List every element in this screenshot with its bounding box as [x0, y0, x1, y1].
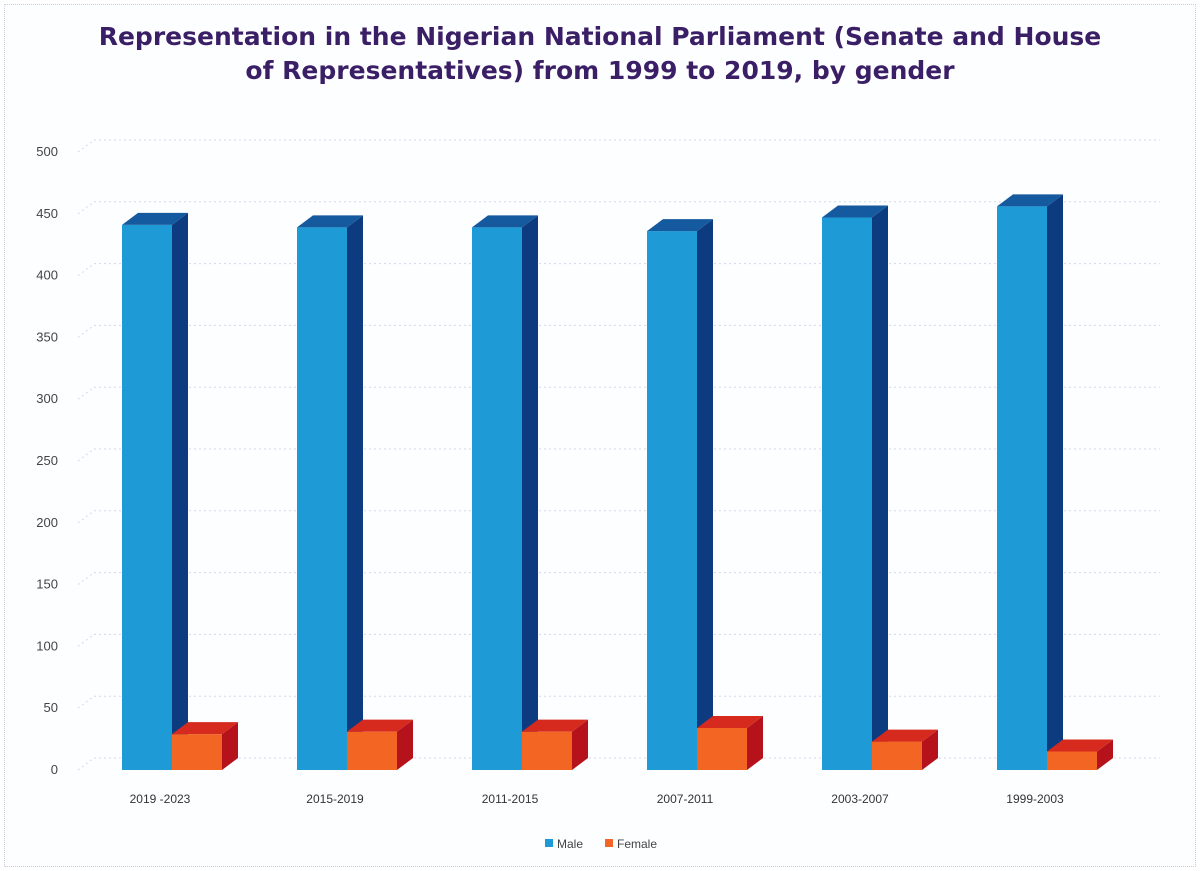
y-tick-label: 400: [36, 268, 58, 283]
y-tick-label: 250: [36, 453, 58, 468]
y-tick-label: 350: [36, 329, 58, 344]
bar-top: [997, 194, 1063, 207]
gridline-depth: [77, 634, 95, 647]
bar-front: [872, 741, 922, 770]
bar-top: [472, 215, 538, 228]
gridline-depth: [77, 757, 95, 771]
gridline-depth: [77, 324, 95, 338]
y-tick-label: 150: [36, 577, 58, 592]
legend-swatch-male: [545, 839, 553, 847]
bar-side: [522, 215, 538, 770]
bar-front: [122, 224, 172, 770]
legend: Male Female: [545, 837, 657, 851]
bar-female: [522, 719, 588, 770]
bar-top: [697, 715, 763, 728]
bar-top: [297, 215, 363, 228]
y-tick-label: 300: [36, 391, 58, 406]
bar-side: [347, 215, 363, 770]
bar-female: [1047, 739, 1113, 770]
bar-front: [997, 206, 1047, 770]
bar-side: [747, 715, 763, 770]
bars: [122, 194, 1113, 770]
x-axis-category-labels: 2019 -2023 2015-2019 2011-2015 2007-2011 200…: [130, 792, 1064, 806]
y-tick-label: 200: [36, 515, 58, 530]
bar-front: [472, 227, 522, 770]
bar-male: [647, 219, 713, 770]
chart-title-line-1: Representation in the Nigerian National …: [98, 22, 1102, 51]
bar-side: [572, 719, 588, 770]
gridline-depth: [77, 572, 95, 585]
gridline-depth: [77, 510, 95, 524]
bar-top: [822, 205, 888, 218]
x-category-label: 2019 -2023: [130, 792, 191, 806]
bar-side: [697, 219, 713, 770]
bar-side: [172, 212, 188, 770]
y-tick-label: 50: [44, 700, 58, 715]
bar-front: [347, 731, 397, 770]
gridline-depth: [77, 448, 95, 462]
bar-male: [122, 212, 188, 770]
bar-front: [172, 734, 222, 770]
bar-side: [922, 729, 938, 770]
bar-male: [472, 215, 538, 770]
legend-label-female: Female: [617, 837, 657, 851]
bar-side: [222, 722, 238, 770]
bar-side: [872, 205, 888, 770]
bar-male: [297, 215, 363, 770]
bar-top: [647, 219, 713, 232]
y-tick-label: 500: [36, 144, 58, 159]
x-category-label: 1999-2003: [1006, 792, 1064, 806]
bar-side: [1047, 194, 1063, 770]
bar-front: [522, 731, 572, 770]
bar-front: [822, 217, 872, 770]
bar-side: [1097, 739, 1113, 770]
chart-title-line-2: of Representatives) from 1999 to 2019, b…: [245, 56, 955, 85]
legend-label-male: Male: [557, 837, 583, 851]
x-category-label: 2011-2015: [482, 792, 539, 806]
bar-front: [1047, 751, 1097, 770]
bar-top: [122, 212, 188, 225]
x-category-label: 2007-2011: [657, 792, 714, 806]
bar-female: [872, 729, 938, 770]
y-axis-tick-labels: 0 50 100 150 200 250 300 350 400 450 500: [36, 144, 58, 777]
gridline-depth: [77, 139, 95, 153]
gridline-depth: [77, 263, 95, 277]
bar-top: [1047, 739, 1113, 752]
bar-male: [822, 205, 888, 770]
bar-female: [697, 715, 763, 770]
bar-side: [397, 719, 413, 770]
bar-top: [347, 719, 413, 732]
bar-top: [172, 722, 238, 735]
bar-front: [297, 227, 347, 770]
bar-female: [172, 722, 238, 770]
gridline-depth: [77, 201, 95, 215]
y-tick-label: 450: [36, 206, 58, 221]
x-category-label: 2003-2007: [831, 792, 889, 806]
grid-layer: [77, 139, 1160, 771]
gridline-depth: [77, 386, 95, 400]
legend-swatch-female: [605, 839, 613, 847]
bar-top: [522, 719, 588, 732]
y-tick-label: 0: [51, 762, 58, 777]
x-category-label: 2015-2019: [306, 792, 364, 806]
bar-male: [997, 194, 1063, 770]
y-tick-label: 100: [36, 638, 58, 653]
chart-title: Representation in the Nigerian National …: [0, 20, 1200, 88]
bar-top: [872, 729, 938, 742]
bar-front: [697, 727, 747, 770]
bar-female: [347, 719, 413, 770]
bar-front: [647, 231, 697, 770]
gridline-depth: [77, 695, 95, 709]
